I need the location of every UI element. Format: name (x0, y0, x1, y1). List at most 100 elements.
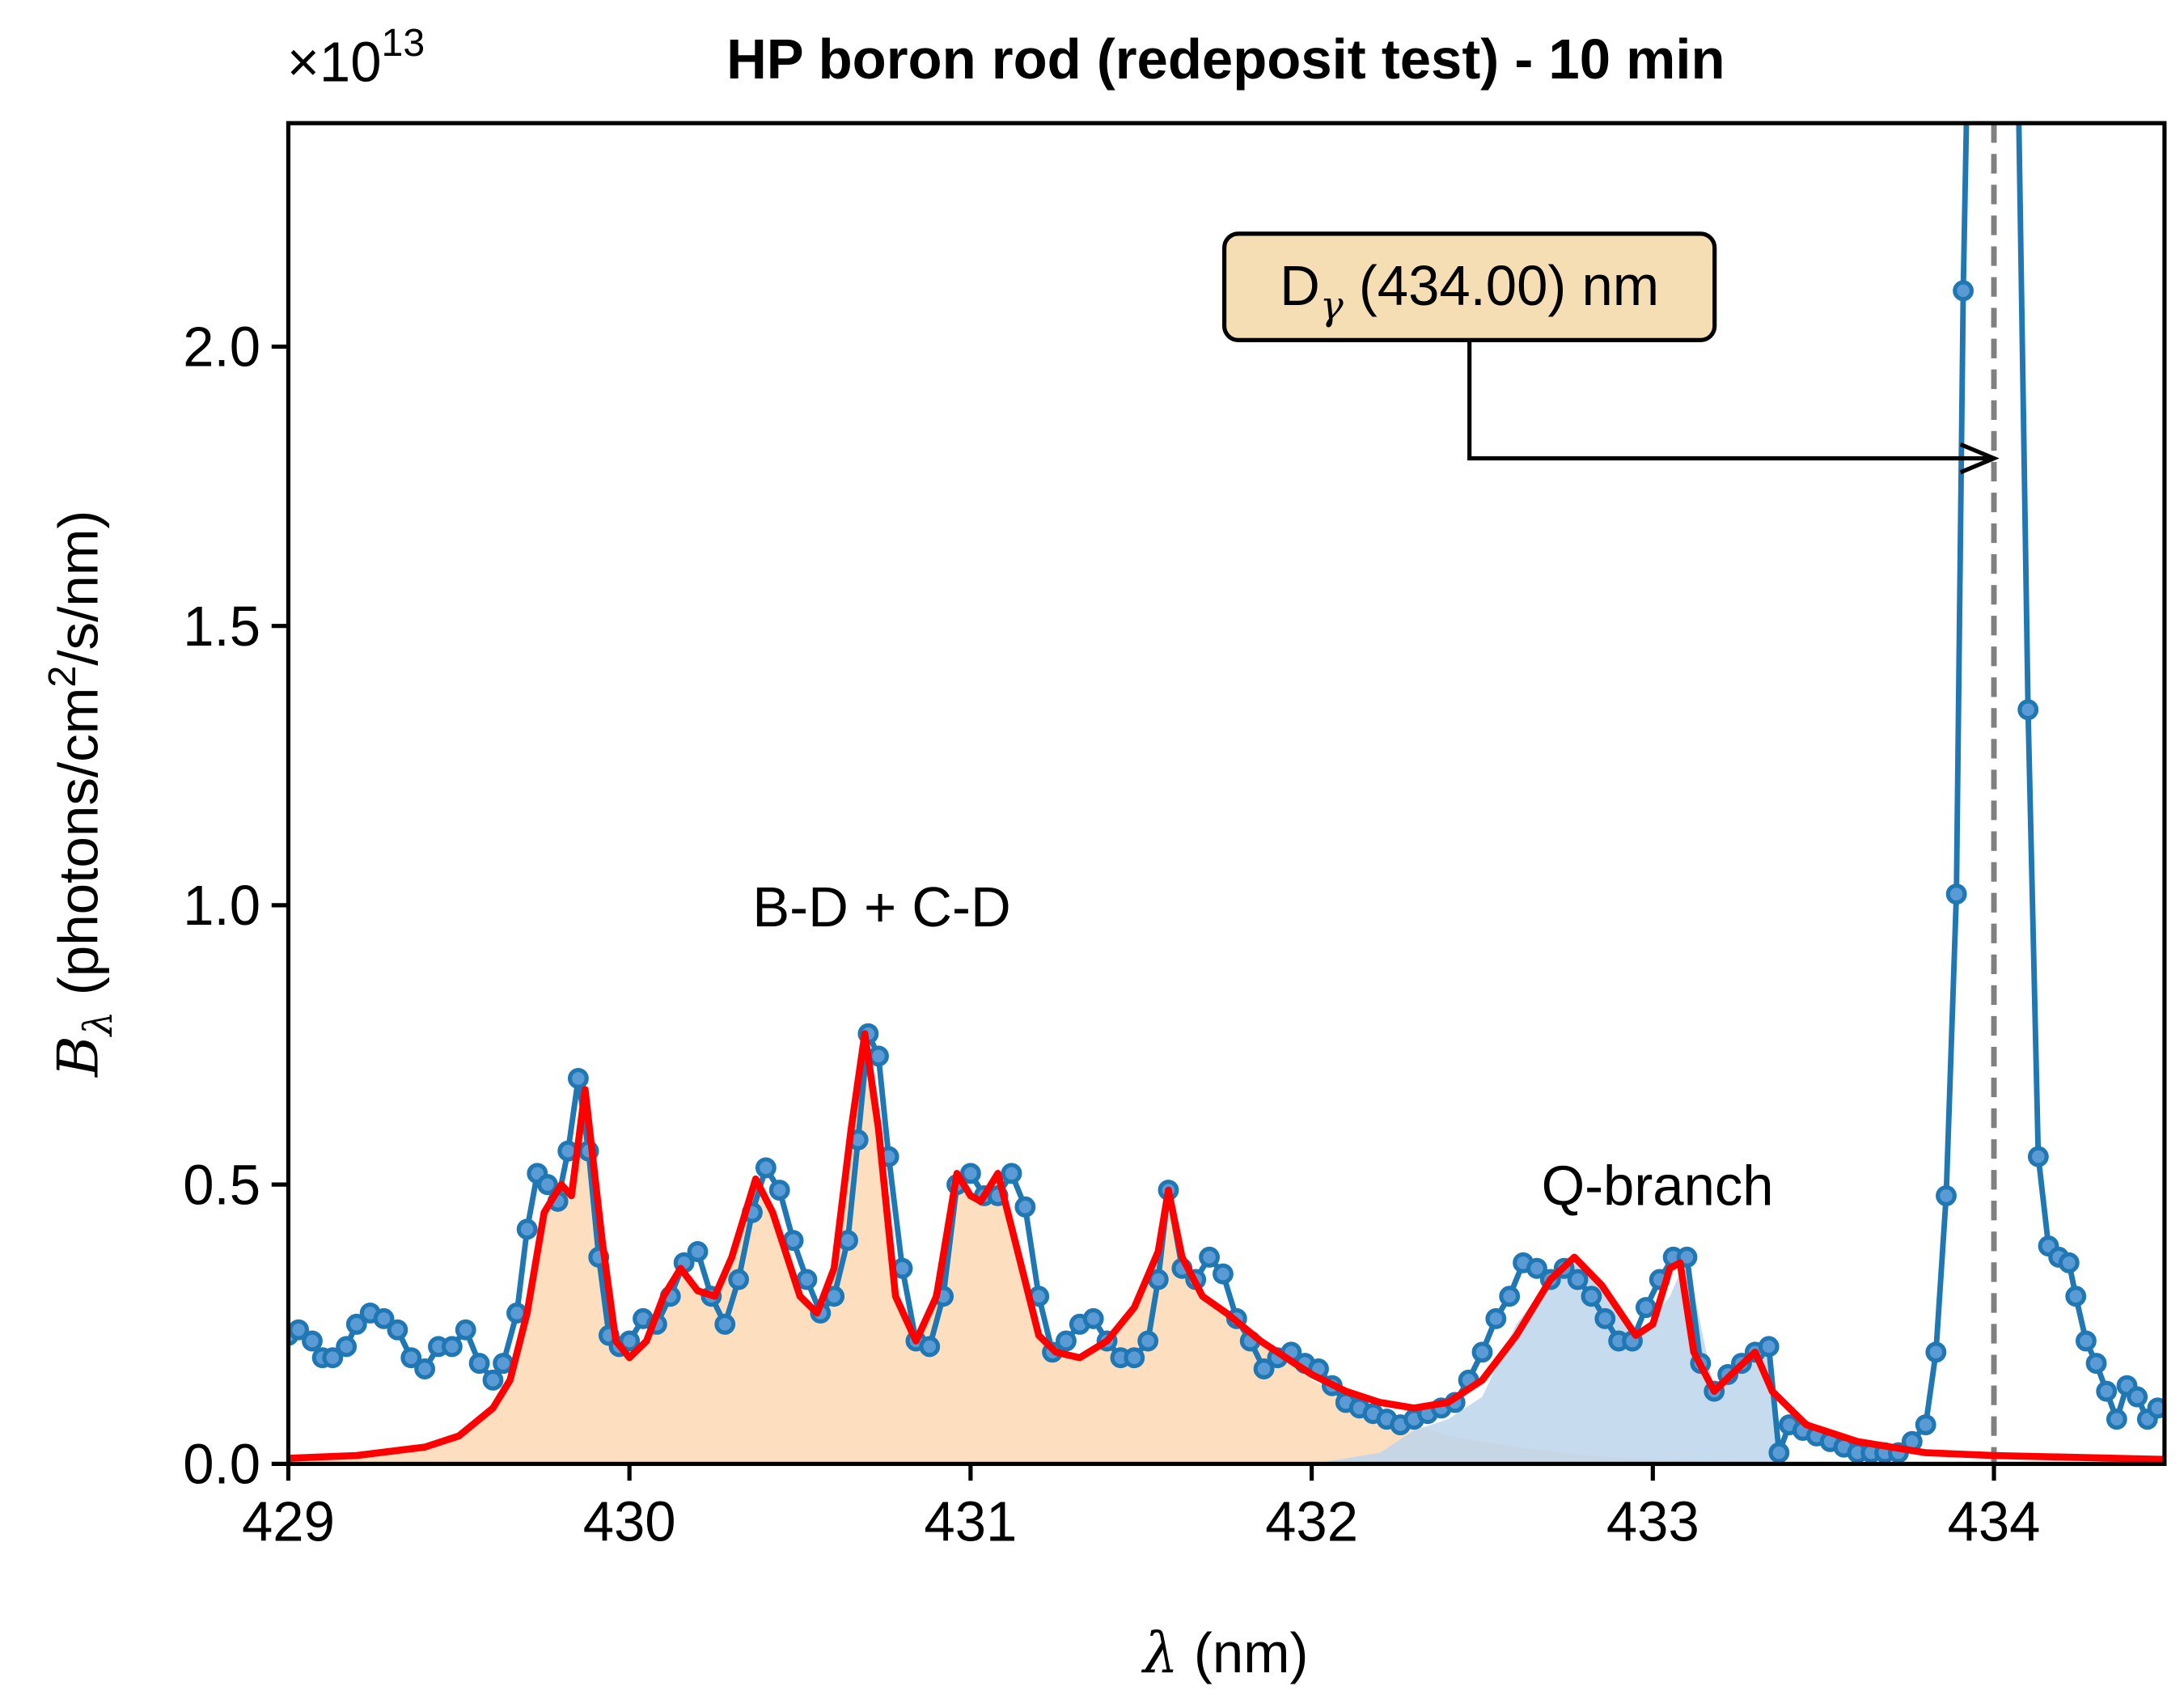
offset-exponent: 13 (382, 21, 425, 65)
data-point (400, 1347, 422, 1369)
data-point (2058, 1252, 2080, 1273)
data-point (1567, 1269, 1589, 1290)
data-point (1925, 1341, 1947, 1363)
chart-title: HP boron rod (redeposit test) - 10 min (726, 28, 1725, 91)
data-point (414, 1358, 436, 1379)
x-tick-label: 431 (924, 1490, 1017, 1553)
x-tick-label: 429 (242, 1490, 335, 1553)
data-point (755, 1157, 777, 1179)
data-point (2127, 1386, 2148, 1408)
data-point (1526, 1257, 1547, 1279)
plot-frame (286, 121, 2167, 1466)
data-point (322, 1347, 344, 1369)
data-point (1253, 1358, 1275, 1379)
y-tick-label: 0.5 (183, 1154, 260, 1216)
data-point (1199, 1246, 1220, 1268)
y-tick-label: 2.0 (183, 316, 260, 378)
fit-line (288, 1030, 2165, 1464)
data-point (1945, 883, 1967, 905)
x-tick-label: 433 (1606, 1490, 1699, 1553)
data-point (1936, 1184, 1957, 1206)
data-point (2065, 1286, 2087, 1307)
data-point (1768, 1442, 1790, 1464)
data-point (919, 1336, 941, 1358)
data-point (837, 1230, 858, 1252)
data-point (1499, 1286, 1521, 1307)
data-point (868, 1045, 889, 1067)
data-point (768, 1180, 790, 1201)
plot-area (288, 123, 2165, 1464)
y-tick-label: 1.0 (183, 875, 260, 937)
annotation-label: B-D + C-D (752, 876, 1010, 938)
x-tick-label: 434 (1948, 1490, 2041, 1553)
x-tick-label: 432 (1265, 1490, 1358, 1553)
data-point (493, 1353, 514, 1375)
data-point (1594, 1307, 1616, 1329)
x-axis-label: λ (nm) (1141, 1621, 1308, 1686)
data-point (1137, 1330, 1159, 1352)
area (1311, 1256, 1780, 1464)
data-point (1082, 1307, 1104, 1329)
data-point (1056, 1330, 1077, 1352)
data-point (714, 1313, 736, 1335)
data-point (2147, 1397, 2165, 1419)
data-point (516, 1218, 538, 1240)
data-point (482, 1369, 504, 1391)
data-point (336, 1336, 358, 1358)
data-point (959, 1163, 981, 1184)
x-tick-label: 430 (583, 1490, 676, 1553)
y-tick-label: 1.5 (183, 595, 260, 658)
data-point (1635, 1297, 1657, 1319)
data-point (345, 1313, 367, 1335)
data-point (619, 1330, 641, 1352)
data-point (2096, 1380, 2118, 1402)
annotation-label: Q-branch (1542, 1155, 1774, 1217)
data-point (2085, 1353, 2107, 1375)
offset-text: ×1013 (287, 21, 425, 93)
data-point (468, 1353, 490, 1375)
data-point (1124, 1347, 1145, 1369)
data-point (537, 1174, 558, 1196)
data-point (1014, 1196, 1036, 1218)
data-point (455, 1319, 476, 1341)
y-label-unit: (photons/cm (48, 688, 110, 1011)
data-point (1758, 1336, 1780, 1358)
annotation-rest: (434.00) nm (1344, 255, 1659, 317)
data-point (2075, 1330, 2097, 1352)
y-axis-label: Bλ (photons/cm2/s/nm) (40, 511, 121, 1078)
y-tick-label: 0.0 (183, 1433, 260, 1495)
area (288, 1033, 1858, 1464)
annotation-arrowhead (1959, 442, 2000, 475)
annotation-text: Dγ (434.00) nm (1280, 255, 1659, 328)
data-point (2027, 1146, 2049, 1167)
x-label-symbol: λ (1141, 1621, 1179, 1686)
data-point (567, 1067, 589, 1089)
data-point (373, 1307, 395, 1329)
data-point (796, 1269, 818, 1290)
x-label-unit: (nm) (1179, 1622, 1309, 1684)
data-point (1915, 1414, 1936, 1436)
data-point (1001, 1163, 1022, 1184)
data-point (687, 1241, 709, 1262)
data-point (1213, 1263, 1234, 1285)
y-label-exponent: 2 (40, 666, 84, 688)
annotation-symbol: D (1280, 255, 1320, 317)
y-label-rest: /s/nm) (48, 511, 110, 666)
annotation-arrow (1467, 340, 1989, 461)
y-label-subscript: λ (76, 1011, 121, 1038)
data-point (1471, 1341, 1493, 1363)
data-point (302, 1330, 323, 1352)
data-point (2106, 1409, 2127, 1430)
offset-base: ×10 (287, 31, 382, 93)
fit-series (288, 1030, 2165, 1464)
data-point (387, 1319, 408, 1341)
annotation: Dγ (434.00) nm (1222, 231, 2000, 475)
data-point (441, 1336, 463, 1358)
y-label-symbol: B (47, 1036, 112, 1078)
annotation-subscript: γ (1320, 283, 1344, 328)
data-point (1581, 1286, 1602, 1307)
data-point (2017, 699, 2039, 721)
data-point (1485, 1307, 1507, 1329)
